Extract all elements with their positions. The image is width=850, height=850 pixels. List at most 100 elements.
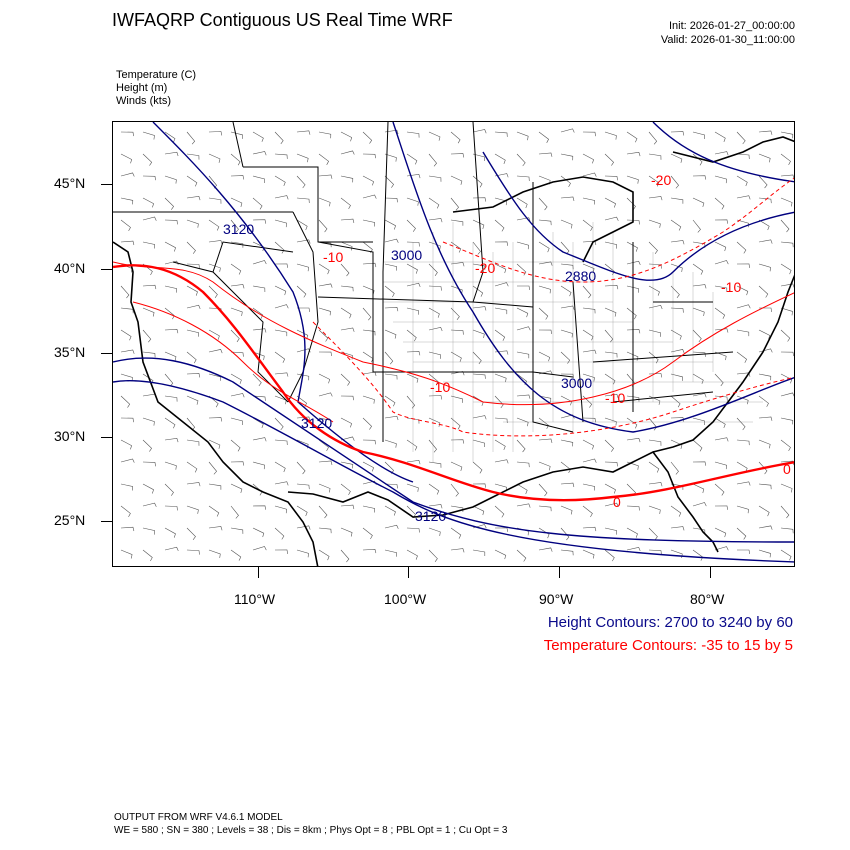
wind-barb [648, 263, 662, 269]
wind-barb [494, 329, 506, 341]
wind-barb [208, 505, 220, 517]
wind-barb [362, 461, 374, 472]
wind-barb [406, 173, 421, 179]
wind-barb [186, 527, 196, 540]
wind-barb [560, 527, 570, 541]
wind-barb [318, 549, 330, 561]
wind-barb [450, 219, 464, 226]
wind-barb [604, 439, 614, 452]
weather-map: 3120 3000 2880 3000 3120 3120 -20 -10 -2… [113, 122, 794, 566]
wind-barb [516, 461, 530, 468]
wind-barb [472, 175, 483, 188]
wind-barb [736, 285, 749, 296]
wind-barb [560, 461, 571, 474]
wind-barb [384, 175, 394, 188]
wind-barb [362, 194, 377, 199]
wind-barb [362, 548, 377, 554]
wind-barb [736, 395, 749, 405]
wind-barb [186, 241, 196, 254]
wind-barb [494, 373, 507, 383]
wind-barb [120, 307, 134, 314]
wind-barb [340, 549, 350, 563]
freezing-line [113, 264, 794, 502]
wind-barb [362, 153, 376, 159]
plot-title: IWFAQRP Contiguous US Real Time WRF [112, 10, 453, 30]
wind-barb [296, 197, 310, 204]
wind-barb [252, 151, 267, 156]
wind-barb [428, 263, 438, 276]
wind-barb [758, 130, 773, 135]
wind-barb [736, 439, 750, 446]
wind-barb [164, 285, 178, 293]
wind-barb [648, 196, 663, 201]
wind-barb [208, 131, 223, 136]
wind-barb [670, 329, 682, 340]
wind-barb [494, 219, 505, 232]
wind-barb [670, 131, 685, 136]
wind-barb [494, 549, 507, 560]
wind-barb [538, 351, 551, 362]
wind-barb [297, 307, 310, 312]
wind-barb [142, 417, 155, 426]
wind-barb [274, 481, 289, 486]
wind-barb [252, 461, 265, 470]
wind-barb [560, 219, 573, 229]
wind-barb [692, 175, 707, 180]
wind-barb [318, 460, 333, 465]
wind-barb [670, 549, 683, 559]
wind-barb [164, 461, 177, 470]
wind-barb [296, 416, 311, 421]
wind-barb [450, 351, 462, 362]
wind-barb [648, 131, 658, 145]
wind-barb [582, 439, 594, 450]
wind-barb [406, 263, 418, 274]
wind-barb [692, 219, 701, 233]
wind-barb [384, 505, 396, 516]
wind-barb [274, 195, 289, 200]
wind-barb [516, 439, 526, 453]
wind-barb [626, 461, 639, 470]
wind-barb [670, 153, 683, 163]
lat-label-40n: 40°N [54, 260, 86, 276]
wind-barb [582, 373, 595, 382]
wind-barb [186, 285, 198, 296]
lat-label-25n: 25°N [54, 512, 86, 528]
wind-barb [692, 439, 703, 452]
wind-barb [252, 395, 266, 401]
wind-barb [274, 505, 287, 514]
wind-barb [274, 263, 288, 268]
wind-barb [406, 241, 420, 247]
wind-barb [296, 505, 308, 517]
wind-barb [230, 175, 245, 180]
wind-barb [362, 131, 373, 144]
wind-barb [186, 482, 201, 487]
wind-barb [406, 197, 419, 206]
wind-barb [252, 505, 266, 510]
wind-barb [604, 241, 618, 249]
wind-barb [736, 219, 749, 228]
wind-barb [494, 505, 505, 518]
wind-barb [494, 153, 506, 165]
wind-barb [626, 241, 638, 252]
wind-barb [450, 505, 464, 512]
wind-barb [582, 549, 595, 559]
wind-barb [186, 395, 199, 405]
wind-barb [164, 395, 178, 402]
wind-barb [142, 329, 152, 343]
wind-barb [384, 285, 395, 298]
wind-barb [692, 263, 704, 275]
wind-barb [582, 285, 592, 299]
wind-barb [560, 196, 575, 201]
height-label: 3120 [301, 415, 332, 431]
wind-barb [318, 263, 330, 275]
wind-barb [450, 417, 461, 430]
wind-barb [340, 483, 351, 496]
wind-barb [626, 527, 638, 538]
wind-barb [780, 283, 794, 288]
wind-barb [274, 329, 288, 337]
wind-barb [252, 241, 265, 252]
wind-barb [736, 153, 750, 160]
wind-barb [670, 373, 683, 381]
wind-barb [428, 439, 437, 453]
wind-barb [736, 241, 747, 254]
